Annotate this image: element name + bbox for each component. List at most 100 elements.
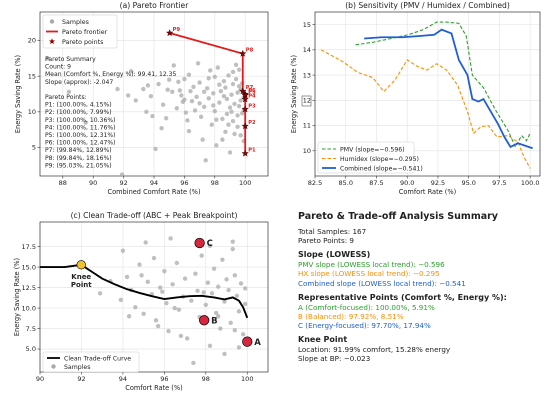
sample-point xyxy=(201,104,207,110)
summary-rep-c: C (Energy-focused): 97.70%, 17.94% xyxy=(298,320,431,330)
summary-knee-heading: Knee Point xyxy=(298,335,348,345)
sample-point xyxy=(209,291,215,296)
legend-label-frontier: Pareto frontier xyxy=(62,29,108,36)
sample-point xyxy=(232,131,237,137)
x-tick-label: 100 xyxy=(241,375,253,383)
y-tick-label: 12.5 xyxy=(22,284,36,292)
y-tick-label: 10.0 xyxy=(22,304,36,312)
sample-point xyxy=(97,291,103,296)
sample-point xyxy=(199,253,204,258)
legend-box xyxy=(42,14,118,49)
sample-point xyxy=(234,293,240,298)
sample-point xyxy=(223,129,228,134)
sample-point xyxy=(156,81,161,87)
legend-label-series: Combined (slope=−0.541) xyxy=(340,165,423,172)
pareto-point-label: P3 xyxy=(248,103,256,109)
y-axis-label: Energy Saving Rate (%) xyxy=(13,258,21,336)
y-tick-label: 15.0 xyxy=(22,263,36,271)
x-tick-label: 96 xyxy=(160,375,168,383)
y-tick-label: 11 xyxy=(303,122,311,130)
sample-point xyxy=(206,76,211,81)
chart-panel-2: 90 92 94 96 98 100 5.0 7.5 10.0 12.5 15.0 17.5 (c) C… xyxy=(13,211,269,392)
pareto-summary-line: P6: (100.00%, 12.47%) xyxy=(45,140,116,147)
chart-title: (b) Sensitivity (PMV / Humidex / Combine… xyxy=(345,1,510,10)
sample-point xyxy=(188,88,193,94)
x-tick-label: 96 xyxy=(180,179,188,187)
sample-point xyxy=(235,113,240,118)
pareto-point-label: P9 xyxy=(173,27,181,33)
inset-marker-box xyxy=(301,95,312,107)
pareto-point-label: P7 xyxy=(246,85,254,91)
legend-label-samples: Samples xyxy=(64,364,90,371)
sample-point xyxy=(239,111,245,116)
x-tick-label: 90 xyxy=(36,375,44,383)
sample-point xyxy=(230,246,235,252)
sample-point xyxy=(218,326,223,331)
sample-point xyxy=(233,76,239,82)
sample-point xyxy=(153,318,159,323)
sample-point xyxy=(115,86,120,92)
y-axis-label: Energy Saving Rate (%) xyxy=(290,55,298,133)
y-tick-label: 10 xyxy=(303,147,311,155)
sample-point xyxy=(222,299,227,304)
sample-point xyxy=(145,83,151,88)
sample-point xyxy=(207,243,213,248)
pareto-summary-line: P1: (100.00%, 4.15%) xyxy=(45,102,112,109)
sample-point xyxy=(197,101,202,106)
sample-point xyxy=(141,311,146,317)
x-tick-label: 100.0 xyxy=(521,179,540,187)
sample-point xyxy=(201,290,206,295)
summary-rep-b: B (Balanced): 97.92%, 8.51% xyxy=(298,311,404,321)
sample-point xyxy=(235,124,240,129)
rep-point-label: C xyxy=(207,239,213,249)
plot-frame xyxy=(39,221,269,373)
legend-label-series: PMV (slope=−0.596) xyxy=(340,146,405,153)
x-tick-label: 88 xyxy=(59,179,67,187)
sample-point xyxy=(236,103,242,109)
pareto-point xyxy=(241,105,249,113)
pareto-point xyxy=(241,122,249,130)
sample-point xyxy=(224,277,229,282)
pareto-point-label: P4 xyxy=(248,93,256,99)
plot-area xyxy=(45,29,249,176)
legend-a: Samples Pareto frontier Pareto points xyxy=(42,14,118,49)
sample-point xyxy=(176,79,181,85)
sample-point xyxy=(160,102,166,107)
y-tick-label: 5 xyxy=(32,144,36,152)
summary-total: Total Samples: 167 xyxy=(298,227,367,237)
pareto-point xyxy=(239,87,247,95)
sample-point xyxy=(221,93,227,99)
y-tick-label: 10 xyxy=(28,108,36,116)
pareto-summary-line: Pareto Points: xyxy=(45,94,87,101)
sample-point xyxy=(207,343,213,348)
sample-point xyxy=(172,305,177,311)
sample-point xyxy=(220,257,225,262)
sample-point xyxy=(228,320,233,326)
sample-point xyxy=(143,240,148,245)
x-tick-label: 98 xyxy=(211,179,219,187)
sample-point xyxy=(205,280,211,285)
chart-title: (c) Clean Trade-off (ABC + Peak Breakpoi… xyxy=(71,211,238,220)
legend-label-curve: Clean Trade-off Curve xyxy=(64,355,131,362)
pareto-point-label: P2 xyxy=(248,120,256,126)
sample-point xyxy=(171,63,176,68)
sample-point xyxy=(203,158,208,163)
sample-point xyxy=(200,137,205,142)
sample-point xyxy=(158,285,163,290)
pareto-point-label: P6 xyxy=(248,88,256,94)
sample-point xyxy=(83,120,88,125)
sample-point xyxy=(177,88,183,93)
knee-point-label: Knee xyxy=(71,273,91,281)
sample-point xyxy=(229,92,234,97)
sample-point xyxy=(133,98,138,103)
sample-point xyxy=(195,61,201,66)
pareto-summary-line: Mean (Comfort %, Energy %): 99.41, 12.35 xyxy=(45,71,177,78)
pareto-point xyxy=(241,95,249,103)
sample-point xyxy=(229,109,234,115)
sample-point xyxy=(220,116,225,122)
sample-point xyxy=(193,271,198,276)
sample-point xyxy=(227,105,233,110)
sample-point xyxy=(227,150,233,155)
sample-point xyxy=(195,288,200,294)
sample-point xyxy=(184,336,190,341)
